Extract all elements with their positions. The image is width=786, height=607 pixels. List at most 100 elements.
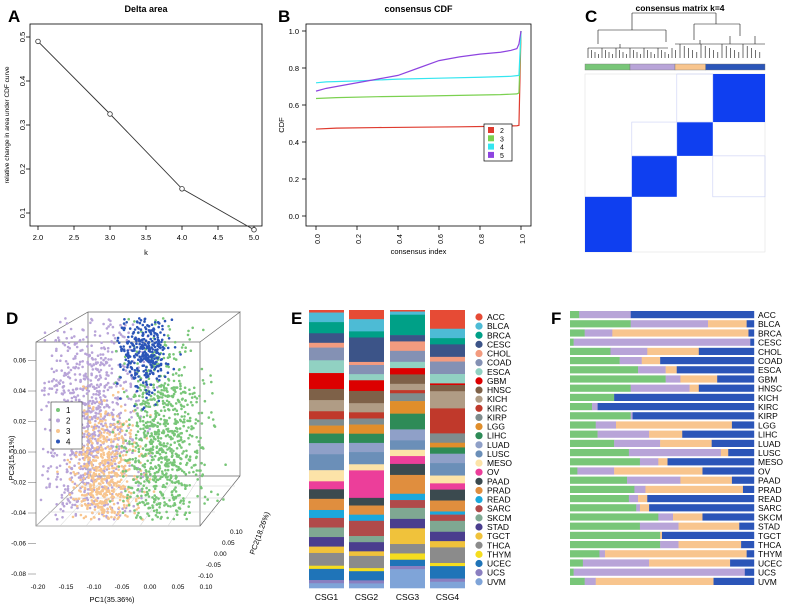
- scatter-point: [135, 342, 138, 346]
- scatter-point: [67, 499, 70, 502]
- segment-PRAD: [309, 498, 344, 511]
- scatter-point: [106, 346, 110, 350]
- scatter-point: [80, 500, 84, 503]
- scatter-point: [176, 412, 179, 416]
- scatter-point: [134, 336, 137, 340]
- scatter-point: [145, 356, 148, 359]
- scatter-point: [102, 453, 106, 457]
- segment-CHOL: [430, 356, 465, 362]
- scatter-point: [161, 475, 164, 479]
- scatter-point: [125, 504, 129, 507]
- scatter-point: [83, 458, 86, 462]
- scatter-point: [111, 417, 115, 421]
- scatter-point: [110, 371, 113, 375]
- scatter-point: [118, 363, 122, 366]
- panel-e-stacked-bars: CSG1 CSG2 CSG3 CSG4ACCBLCABRCACESCCHOLCOADE…: [309, 310, 512, 602]
- category-label: TGCT: [758, 531, 781, 541]
- scatter-point: [46, 470, 49, 473]
- scatter-point: [144, 493, 147, 497]
- scatter-point: [62, 484, 66, 487]
- scatter-point: [164, 485, 167, 489]
- segment-TGCT: [430, 541, 465, 548]
- scatter-point: [169, 461, 172, 464]
- scatter-point: [134, 460, 137, 464]
- consensus-block-4: [585, 196, 632, 252]
- scatter-point: [122, 499, 125, 503]
- segment-cluster-2: [636, 504, 641, 512]
- segment-cluster-1: [570, 338, 574, 346]
- segment-cluster-1: [570, 458, 641, 466]
- scatter-point: [128, 431, 131, 435]
- scatter-point: [198, 443, 201, 447]
- scatter-point: [66, 362, 69, 366]
- scatter-point: [75, 352, 79, 356]
- segment-cluster-4: [614, 393, 755, 401]
- legend-marker: [475, 505, 483, 513]
- bar-row-ACC: [570, 311, 755, 319]
- bar-row-ESCA: [570, 366, 755, 374]
- scatter-point: [149, 420, 152, 424]
- scatter-point: [106, 350, 110, 353]
- scatter-point: [201, 379, 205, 382]
- scatter-point: [151, 448, 155, 451]
- scatter-point: [146, 386, 150, 389]
- segment-cluster-2: [577, 467, 615, 475]
- scatter-point: [184, 399, 187, 402]
- segment-THCA: [349, 555, 384, 569]
- scatter-point: [41, 473, 44, 477]
- segment-THCA: [309, 552, 344, 567]
- scatter-point: [117, 341, 121, 345]
- scatter-point: [135, 320, 139, 323]
- legend-label: BLCA: [487, 321, 510, 331]
- scatter-point: [133, 355, 136, 359]
- scatter-point: [95, 488, 98, 492]
- legend-marker: [475, 486, 483, 495]
- scatter-point: [94, 437, 97, 441]
- scatter-point: [119, 384, 122, 387]
- scatter-point: [178, 493, 181, 497]
- scatter-point: [88, 353, 91, 357]
- scatter-point: [102, 511, 105, 514]
- bar-row-UCS: [570, 568, 755, 576]
- scatter-point: [110, 515, 113, 519]
- scatter-point: [151, 504, 154, 507]
- segment-cluster-2: [595, 421, 617, 429]
- scatter-point: [70, 491, 74, 495]
- scatter-point: [98, 463, 102, 466]
- scatter-point: [139, 427, 142, 431]
- segment-cluster-4: [717, 375, 755, 383]
- legend-swatch: [488, 127, 494, 133]
- segment-cluster-1: [570, 522, 641, 530]
- scatter-point: [96, 354, 100, 358]
- scatter-point: [105, 476, 109, 480]
- scatter-point: [172, 504, 175, 507]
- segment-cluster-2: [660, 541, 679, 549]
- scatter-point: [140, 496, 143, 500]
- scatter-point: [132, 330, 136, 334]
- scatter-point: [157, 399, 161, 403]
- scatter-point: [149, 415, 152, 419]
- scatter-point: [85, 392, 89, 395]
- scatter-point: [97, 477, 101, 481]
- scatter-point: [119, 425, 122, 429]
- scatter-point: [155, 360, 158, 364]
- scatter-point: [135, 421, 139, 425]
- scatter-point: [97, 421, 101, 425]
- scatter-point: [188, 459, 192, 462]
- x-tick-label: 3.0: [105, 233, 115, 242]
- scatter-point: [58, 382, 61, 386]
- scatter-point: [124, 369, 128, 372]
- scatter-point: [130, 376, 134, 379]
- segment-COAD: [349, 364, 384, 375]
- scatter-point: [169, 474, 173, 477]
- scatter-point: [183, 410, 187, 414]
- scatter-point: [118, 452, 122, 455]
- x-tick-label: 0.0: [315, 234, 322, 244]
- scatter-point: [145, 434, 148, 438]
- scatter-point: [195, 436, 198, 439]
- scatter-point: [94, 490, 98, 494]
- scatter-point: [107, 438, 111, 442]
- scatter-point: [81, 480, 84, 484]
- scatter-point: [68, 465, 71, 469]
- segment-UCS: [309, 580, 344, 584]
